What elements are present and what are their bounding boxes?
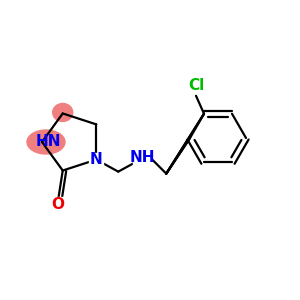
Bar — [185, 79, 207, 93]
Text: Cl: Cl — [188, 78, 204, 93]
Text: NH: NH — [130, 150, 155, 165]
Text: O: O — [51, 197, 64, 212]
Bar — [50, 196, 66, 212]
Text: HN: HN — [35, 134, 61, 149]
Ellipse shape — [27, 130, 65, 154]
Text: N: N — [90, 152, 103, 167]
Ellipse shape — [53, 103, 73, 122]
Bar — [89, 153, 103, 166]
Bar — [133, 151, 151, 165]
